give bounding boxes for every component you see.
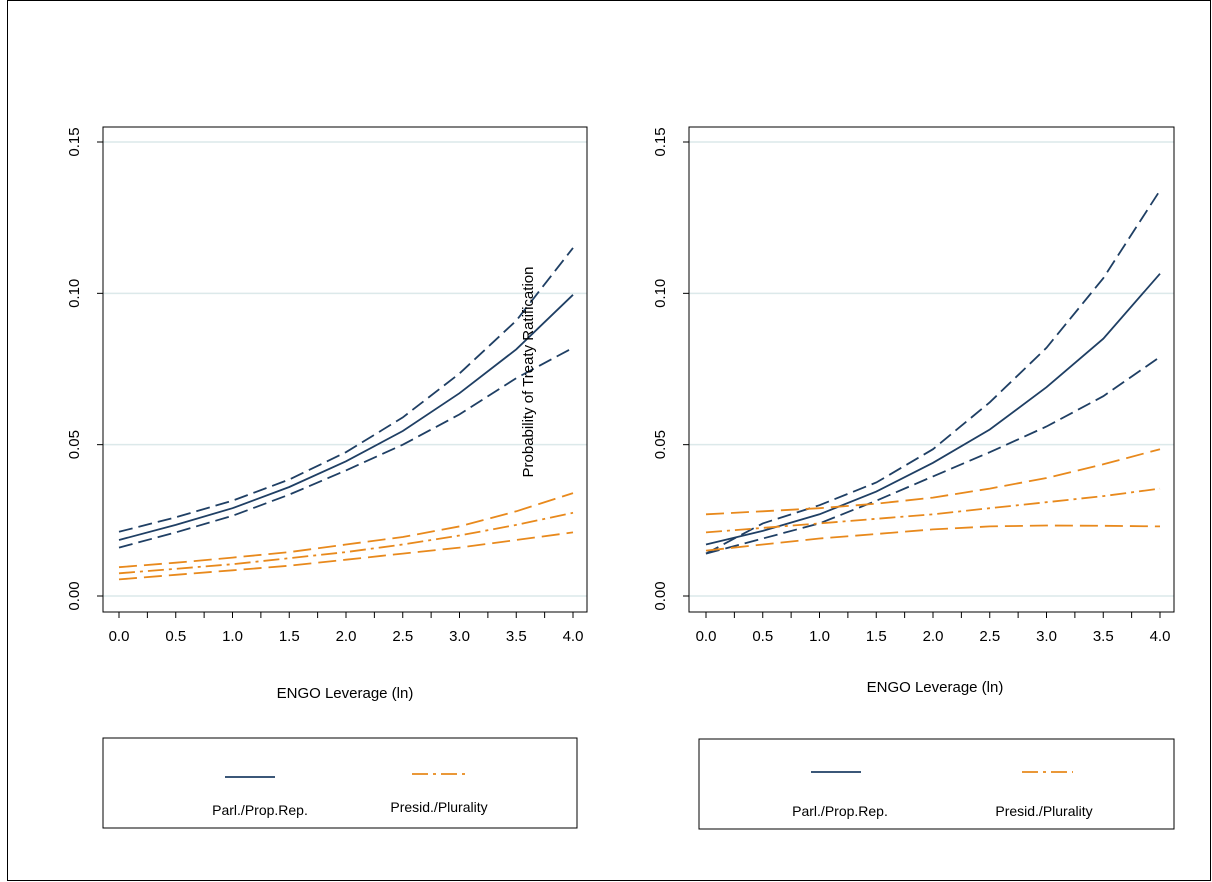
- right-parl-lower-ci-line: [705, 356, 1161, 555]
- left-legend-presid-label: Presid./Plurality: [390, 799, 487, 815]
- left-xtick-label-8: 4.0: [563, 628, 584, 645]
- right-x-axis: 0.0 0.5 1.0 1.5 2.0 2.5 3.0 3.5 4.0: [696, 612, 1171, 645]
- right-ytick-label-3: 0.15: [652, 127, 669, 156]
- right-xtick-label-2: 1.0: [809, 628, 830, 645]
- right-plot-frame: [688, 126, 1175, 613]
- left-x-axis-label: ENGO Leverage (ln): [277, 685, 414, 702]
- right-panel: 0.00 0.05 0.10 0.15 0.0 0.5 1.0 1.5 2.0 2.5 3.0 3.…: [652, 126, 1175, 830]
- right-ytick-label-2: 0.10: [652, 279, 669, 308]
- right-parl-estimate-line: [705, 273, 1161, 546]
- left-legend-parl-label: Parl./Prop.Rep.: [212, 802, 308, 818]
- right-legend: Parl./Prop.Rep. Presid./Plurality: [698, 738, 1175, 830]
- right-xtick-label-8: 4.0: [1150, 628, 1171, 645]
- left-presid-lower-ci-line: [118, 531, 574, 581]
- right-xtick-label-6: 3.0: [1036, 628, 1057, 645]
- right-xtick-label-5: 2.5: [979, 628, 1000, 645]
- left-x-axis: 0.0 0.5 1.0 1.5 2.0 2.5 3.0 3.5 4.0: [109, 612, 584, 645]
- left-xtick-label-2: 1.0: [222, 628, 243, 645]
- left-series-group: [118, 247, 574, 581]
- right-presid-lower-ci-line: [705, 524, 1161, 552]
- right-series-group: [705, 189, 1161, 555]
- right-xtick-label-0: 0.0: [696, 628, 717, 645]
- figure-frame: [7, 0, 1211, 881]
- left-xtick-label-5: 2.5: [392, 628, 413, 645]
- left-parl-lower-ci-line: [118, 347, 574, 549]
- right-presid-upper-ci-line: [705, 448, 1161, 516]
- left-ytick-label-0: 0.00: [66, 581, 83, 610]
- right-gridlines: [689, 141, 1174, 597]
- left-ytick-label-3: 0.15: [66, 127, 83, 156]
- left-legend-box: [102, 737, 578, 829]
- left-parl-upper-ci-line: [118, 247, 574, 533]
- left-xtick-label-7: 3.5: [506, 628, 527, 645]
- left-xtick-label-1: 0.5: [165, 628, 186, 645]
- right-legend-parl-label: Parl./Prop.Rep.: [792, 803, 888, 819]
- left-legend: Parl./Prop.Rep. Presid./Plurality: [102, 737, 578, 829]
- left-ytick-label-1: 0.05: [66, 430, 83, 459]
- left-xtick-label-0: 0.0: [109, 628, 130, 645]
- right-ytick-label-1: 0.05: [652, 430, 669, 459]
- right-xtick-label-7: 3.5: [1093, 628, 1114, 645]
- left-y-axis: 0.00 0.05 0.10 0.15: [66, 127, 103, 611]
- left-xtick-label-3: 1.5: [279, 628, 300, 645]
- left-y-axis-label: Probability of Treaty Ratification: [520, 267, 537, 478]
- right-xtick-label-4: 2.0: [923, 628, 944, 645]
- right-ytick-label-0: 0.00: [652, 581, 669, 610]
- left-ytick-label-2: 0.10: [66, 279, 83, 308]
- left-plot-frame: [102, 126, 588, 613]
- left-presid-upper-ci-line: [118, 492, 574, 569]
- right-legend-box: [698, 738, 1175, 830]
- right-parl-upper-ci-line: [705, 189, 1161, 555]
- right-xtick-label-1: 0.5: [752, 628, 773, 645]
- left-panel: 0.00 0.05 0.10 0.15 0.0 0.5 1.0 1.5 2.0 2.5 3.0 3.…: [66, 126, 588, 829]
- left-xtick-label-4: 2.0: [336, 628, 357, 645]
- left-presid-estimate-line: [118, 511, 574, 575]
- right-y-axis: 0.00 0.05 0.10 0.15: [652, 127, 689, 611]
- left-gridlines: [103, 141, 587, 597]
- right-xtick-label-3: 1.5: [866, 628, 887, 645]
- right-x-axis-label: ENGO Leverage (ln): [867, 679, 1004, 696]
- right-legend-presid-label: Presid./Plurality: [995, 803, 1092, 819]
- left-xtick-label-6: 3.0: [449, 628, 470, 645]
- left-parl-estimate-line: [118, 294, 574, 541]
- right-presid-estimate-line: [705, 487, 1161, 534]
